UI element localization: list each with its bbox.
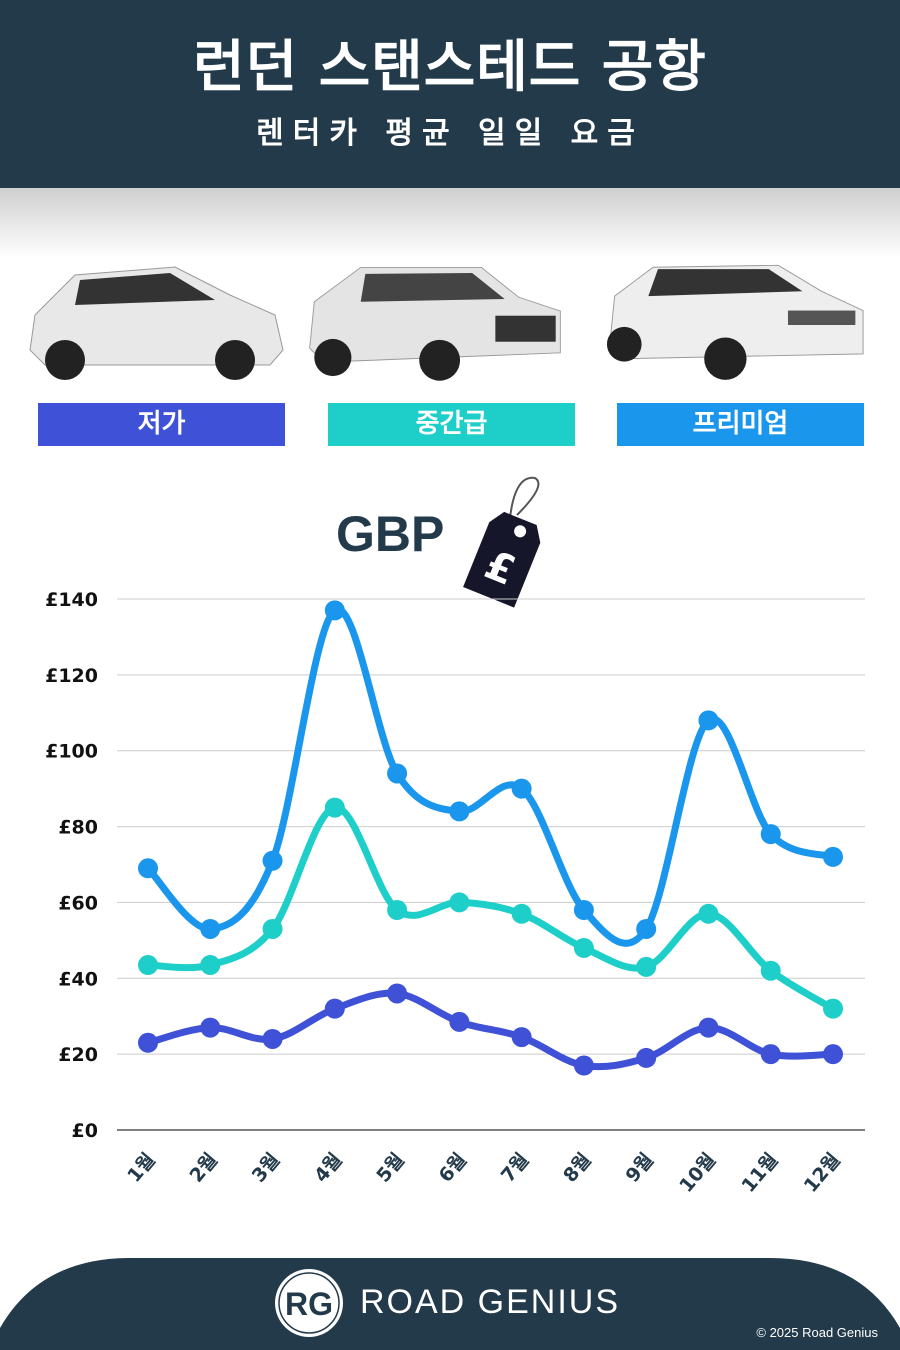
x-tick-label: 7월 bbox=[497, 1149, 534, 1187]
data-point bbox=[698, 903, 719, 924]
data-point bbox=[573, 937, 594, 958]
data-point bbox=[698, 710, 719, 731]
footer-banner: RG bbox=[0, 1258, 900, 1350]
midrange-car-image bbox=[309, 266, 561, 381]
data-point bbox=[636, 918, 657, 939]
data-point bbox=[387, 763, 408, 784]
header-shadow bbox=[0, 188, 900, 258]
data-point bbox=[823, 998, 843, 1019]
copyright: © 2025 Road Genius bbox=[756, 1325, 878, 1340]
x-tick-label: 5월 bbox=[372, 1149, 409, 1187]
x-tick-label: 10월 bbox=[675, 1149, 720, 1197]
data-point bbox=[573, 1055, 594, 1076]
series-line-0 bbox=[147, 989, 834, 1071]
page-subtitle: 렌터카 평균 일일 요금 bbox=[256, 116, 644, 151]
data-point bbox=[138, 858, 158, 879]
data-point bbox=[511, 1027, 532, 1048]
currency-label: GBP bbox=[336, 506, 445, 562]
data-point bbox=[449, 801, 470, 822]
data-point bbox=[698, 1017, 719, 1038]
y-tick-label: £100 bbox=[45, 741, 98, 763]
data-point bbox=[324, 797, 345, 818]
y-tick-label: £60 bbox=[58, 892, 98, 914]
x-tick-label: 2월 bbox=[186, 1149, 223, 1187]
x-tick-label: 11월 bbox=[737, 1149, 782, 1197]
y-tick-label: £140 bbox=[45, 589, 98, 611]
data-point bbox=[200, 1017, 221, 1038]
price-tag-icon: £ bbox=[463, 476, 541, 608]
data-point bbox=[200, 918, 221, 939]
y-tick-label: £40 bbox=[58, 968, 98, 990]
data-point bbox=[324, 998, 345, 1019]
data-point bbox=[324, 600, 345, 621]
premium-car-image bbox=[606, 264, 864, 380]
data-point bbox=[636, 1047, 657, 1068]
y-tick-label: £0 bbox=[72, 1120, 98, 1142]
data-point bbox=[636, 956, 657, 977]
y-tick-label: £20 bbox=[58, 1044, 98, 1066]
page-title: 런던 스탠스테드 공항 bbox=[193, 35, 707, 100]
data-point bbox=[138, 1032, 158, 1053]
data-point bbox=[449, 1011, 470, 1032]
line-chart: £0 £20 £40 £60 £80 £100 £120 £140 1월 2월 3월 4월 5월 6월 7월… bbox=[45, 589, 865, 1197]
data-point bbox=[823, 846, 843, 867]
x-tick-label: 8월 bbox=[559, 1149, 596, 1187]
data-point bbox=[262, 918, 283, 939]
series-line-2 bbox=[145, 606, 835, 947]
data-point bbox=[823, 1044, 843, 1065]
y-tick-label: £80 bbox=[58, 817, 98, 839]
x-tick-label: 1월 bbox=[123, 1149, 160, 1187]
x-tick-label: 4월 bbox=[310, 1149, 347, 1187]
data-point bbox=[200, 955, 221, 976]
budget-car-image bbox=[29, 266, 284, 380]
footer-logo: RG bbox=[285, 1286, 333, 1322]
data-point bbox=[760, 1044, 781, 1065]
x-tick-label: 3월 bbox=[248, 1149, 285, 1187]
x-tick-label: 9월 bbox=[621, 1149, 658, 1187]
category-label-midrange: 중간급 bbox=[328, 403, 575, 446]
data-point bbox=[138, 955, 158, 976]
footer-brand: ROAD GENIUS bbox=[360, 1283, 621, 1321]
data-point bbox=[511, 903, 532, 924]
y-tick-label: £120 bbox=[45, 665, 98, 687]
data-point bbox=[262, 1028, 283, 1049]
data-point bbox=[262, 850, 283, 871]
category-label-budget: 저가 bbox=[38, 403, 285, 446]
data-point bbox=[449, 892, 470, 913]
x-tick-label: 12월 bbox=[800, 1149, 845, 1197]
data-point bbox=[760, 960, 781, 981]
data-point bbox=[573, 900, 594, 921]
data-point bbox=[760, 824, 781, 845]
x-tick-label: 6월 bbox=[435, 1149, 472, 1187]
category-label-premium: 프리미엄 bbox=[617, 403, 864, 446]
header: 런던 스탠스테드 공항 렌터카 평균 일일 요금 bbox=[0, 0, 900, 188]
data-point bbox=[387, 983, 408, 1004]
data-point bbox=[511, 778, 532, 799]
data-point bbox=[387, 900, 408, 921]
